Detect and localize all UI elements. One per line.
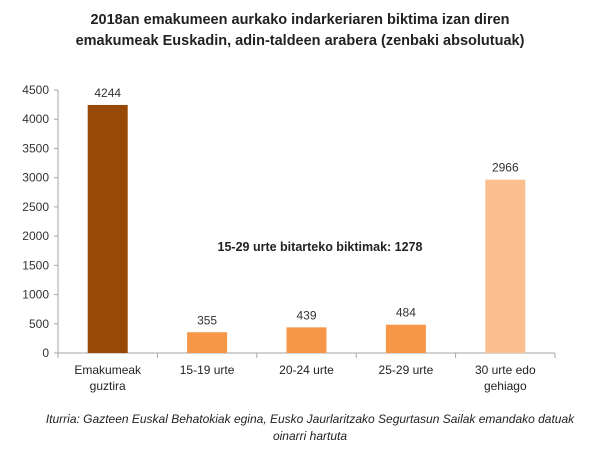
bar — [286, 327, 327, 353]
data-label: 484 — [396, 306, 416, 320]
x-tick-label: guztira — [90, 379, 126, 393]
y-tick-label: 500 — [29, 317, 49, 331]
bar — [187, 332, 228, 353]
title-line-1: 2018an emakumeen aurkako indarkeriaren b… — [90, 12, 510, 28]
annotation: 15-29 urte bitarteko biktimak: 1278 — [218, 240, 423, 254]
x-tick-label: gehiago — [484, 379, 527, 393]
source-note: Iturria: Gazteen Euskal Behatokiak egina… — [45, 412, 575, 443]
y-tick-label: 3500 — [22, 141, 49, 155]
title-line-2: emakumeak Euskadin, adin-taldeen arabera… — [75, 33, 525, 49]
data-label: 439 — [296, 308, 316, 322]
y-tick-label: 2500 — [22, 200, 49, 214]
x-tick-label: 25-29 urte — [379, 363, 434, 377]
y-tick-label: 2000 — [22, 229, 49, 243]
x-tick-label: 20-24 urte — [279, 363, 334, 377]
data-label: 2966 — [492, 161, 519, 175]
bar — [87, 104, 128, 353]
y-tick-label: 3000 — [22, 171, 49, 185]
y-tick-label: 1500 — [22, 258, 49, 272]
chart-title: 2018an emakumeen aurkako indarkeriaren b… — [0, 10, 600, 52]
data-label: 355 — [197, 313, 217, 327]
y-tick-label: 4000 — [22, 112, 49, 126]
x-tick-label: Emakumeak — [74, 363, 142, 377]
data-label: 4244 — [94, 86, 121, 100]
bar — [485, 179, 526, 353]
x-tick-label: 30 urte edo — [475, 363, 536, 377]
bar — [385, 324, 426, 353]
bar-chart: 0 500 1000 1500 2000 2500 3000 3500 4000 4500 4244… — [22, 83, 556, 393]
y-tick-label: 1000 — [22, 288, 49, 302]
x-tick-label: 15-19 urte — [180, 363, 235, 377]
y-tick-label: 4500 — [22, 83, 49, 97]
y-tick-label: 0 — [42, 346, 49, 360]
